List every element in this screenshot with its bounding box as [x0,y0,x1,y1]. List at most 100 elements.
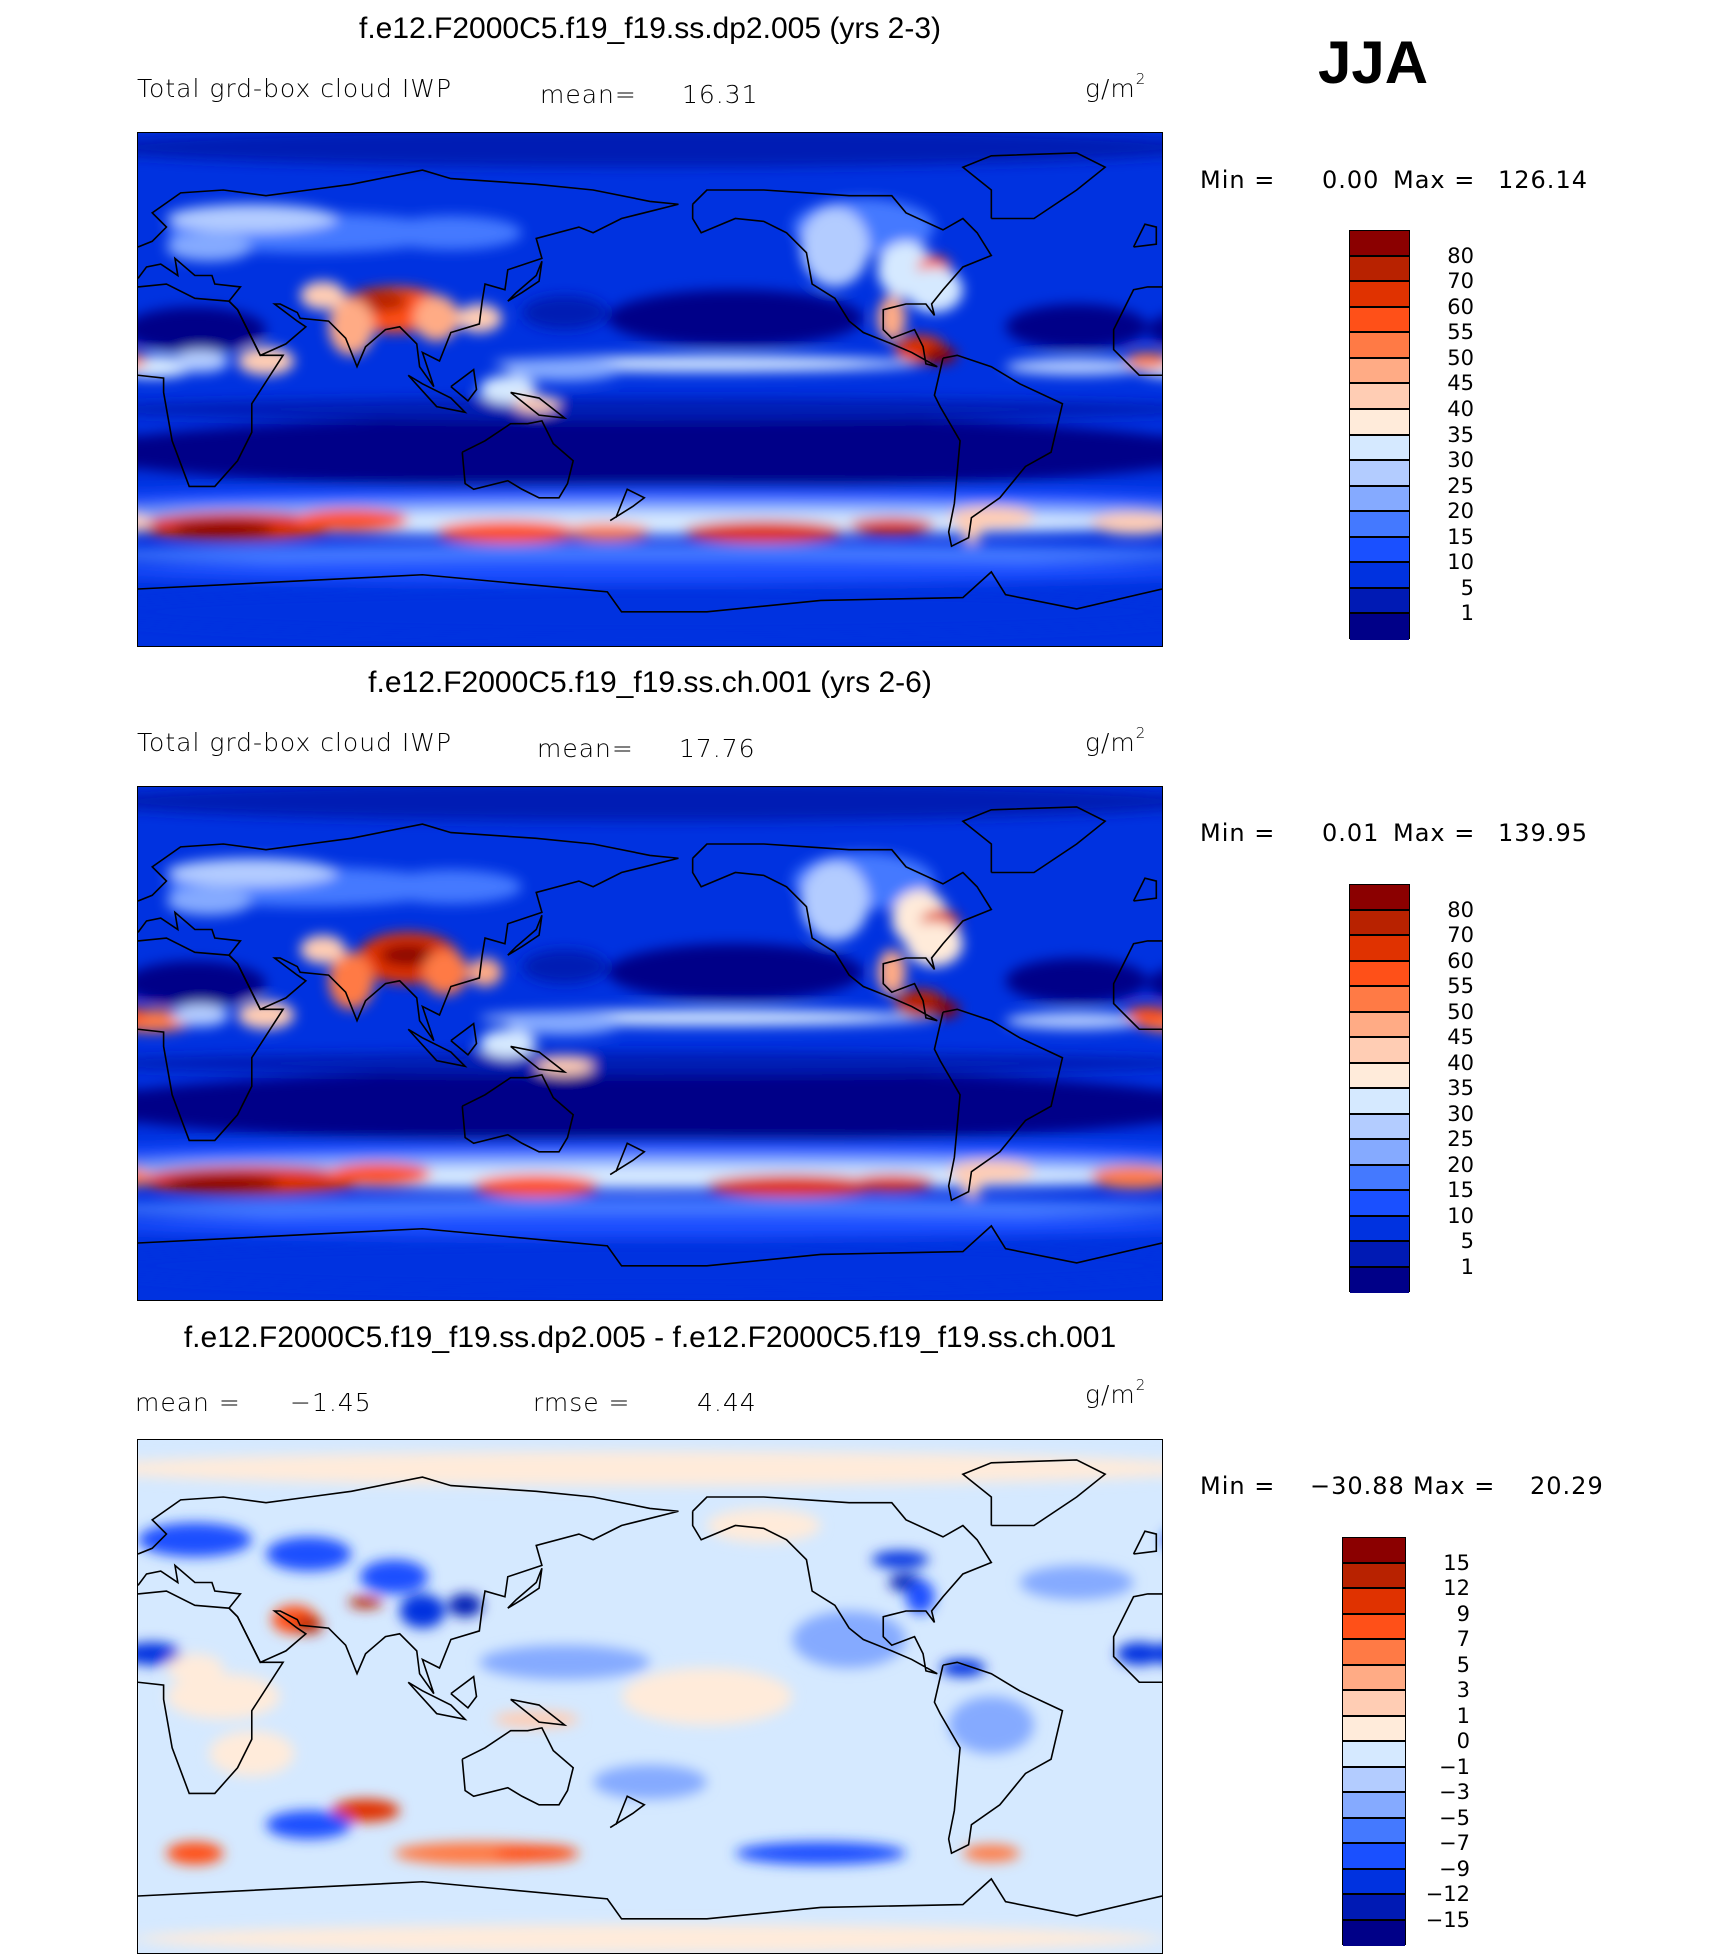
field-contour-region [138,1642,181,1666]
colorbar-label: −1 [1439,1754,1470,1779]
coastline [963,1460,1105,1526]
panel3-mean-value: −1.45 [290,1388,372,1417]
field-contour-region [138,1203,195,1214]
coastline [138,938,283,1140]
field-contour-region [172,349,230,373]
coastline [934,1662,1062,1853]
coastline [408,1682,465,1719]
colorbar-box [1350,435,1409,462]
field-contour-region [1105,1461,1162,1476]
coastline [451,370,477,401]
coastline [138,1879,1162,1919]
field-contour-region [522,295,608,330]
colorbar-box [1350,961,1409,987]
field-contour-region [166,1841,224,1865]
panel1-unit: g/m2 [1085,70,1147,103]
colorbar-label: 70 [1447,269,1474,294]
field-contour-region [513,395,559,413]
colorbar-label: 15 [1447,524,1474,549]
coastline [511,392,565,418]
panel1-colorbar [1349,230,1410,640]
colorbar-box [1350,486,1409,513]
panel1-min-value: 0.00 [1322,166,1380,194]
colorbar-box [1350,563,1409,589]
field-contour-region [925,1000,961,1018]
field-contour-region [138,398,1162,421]
colorbar-label: 60 [1447,948,1474,973]
map-field [138,787,1162,1300]
field-contour-region [138,1008,147,1022]
map-field [138,1440,1162,1953]
colorbar-box [1350,461,1409,487]
colorbar-box [1350,588,1409,615]
field-contour-region [621,1668,793,1725]
field-contour-region [960,509,983,544]
field-contour-region [138,1451,1162,1486]
colorbar-box [1350,1089,1409,1115]
field-contour-region [1105,436,1162,469]
colorbar-label: 7 [1456,1627,1470,1651]
field-contour-region [138,787,1162,822]
coastline [1134,878,1157,901]
field-contour-region [1005,958,1148,1004]
colorbar-label: −3 [1439,1780,1470,1804]
colorbar-box [1343,1589,1405,1615]
field-contour-region [422,949,468,996]
field-contour-region [1090,512,1162,535]
coastline [508,915,542,955]
colorbar-box [1350,614,1409,640]
field-contour-region [871,1551,929,1569]
field-contour-region [507,358,622,381]
field-contour-region [138,1052,1162,1075]
coastline [508,261,542,301]
colorbar-label: 70 [1447,923,1474,947]
field-contour-region [1005,304,1148,350]
field-contour-region [237,346,295,376]
coastline [963,153,1105,219]
panel1-min-label: Min = [1200,166,1276,194]
panel3-min-value: −30.88 [1310,1472,1405,1500]
colorbar-label: −15 [1425,1907,1470,1932]
coastline [408,375,465,412]
field-contour-region [138,560,1162,584]
colorbar-box [1350,1191,1409,1217]
field-contour-region [849,517,935,535]
colorbar-box [1343,1640,1405,1666]
colorbar-label: 1 [1460,1254,1474,1279]
coastline [138,572,1162,612]
field-contour-region [166,886,252,916]
panel1-mean-label: mean= [540,80,637,109]
field-contour-region [138,1522,252,1557]
field-contour-region [138,1220,195,1231]
colorbar-label: 9 [1456,1601,1470,1626]
field-contour-region [1105,792,1162,810]
field-contour-region [479,375,537,404]
colorbar-label: 45 [1447,371,1474,396]
colorbar-box [1350,1242,1409,1268]
colorbar-box [1350,256,1409,283]
field-contour-region [209,1730,295,1777]
field-contour-region [1105,492,1162,503]
colorbar-label: 60 [1447,294,1474,319]
colorbar-box [1350,885,1409,911]
field-contour-region [607,289,864,347]
field-contour-region [522,949,608,984]
coastline [462,421,573,498]
colorbar-box [1350,282,1409,308]
field-contour-region [1116,1642,1162,1666]
colorbar-label: 25 [1447,473,1474,498]
field-contour-region [473,1174,599,1198]
colorbar-box [1343,1538,1405,1564]
panel1-title: f.e12.F2000C5.f19_f19.ss.dp2.005 (yrs 2-… [358,12,942,45]
colorbar-label: −5 [1439,1805,1470,1830]
colorbar-label: 3 [1456,1678,1470,1702]
colorbar-label: 5 [1460,575,1474,600]
coastline [138,824,678,1041]
field-contour-region [359,1559,429,1594]
colorbar-label: 55 [1447,320,1474,345]
colorbar-label: 80 [1447,243,1474,268]
field-contour-region [138,1069,1162,1144]
field-contour-region [564,523,650,541]
colorbar-label: 80 [1447,897,1474,922]
field-contour-region [1105,549,1162,560]
